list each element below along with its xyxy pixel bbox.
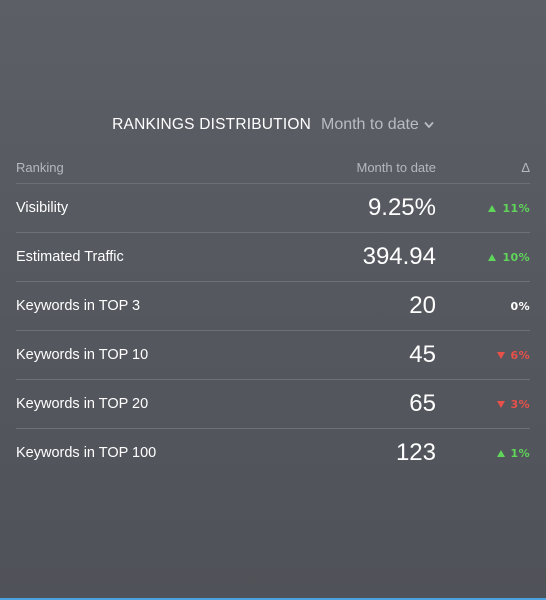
row-delta: 1%	[496, 447, 530, 460]
triangle-down-icon	[496, 401, 505, 408]
row-delta: 3%	[496, 398, 530, 411]
bottom-accent-line	[0, 598, 546, 600]
row-delta-text: 10%	[502, 251, 530, 264]
column-header-delta: Δ	[521, 160, 530, 175]
triangle-up-icon	[488, 205, 497, 212]
triangle-down-icon	[496, 352, 505, 359]
period-dropdown[interactable]: Month to date	[321, 116, 434, 134]
row-delta-text: 0%	[510, 300, 530, 313]
table-header: Ranking Month to date Δ	[16, 150, 530, 184]
table-row: Keywords in TOP 100 123 1%	[16, 429, 530, 477]
row-label: Keywords in TOP 20	[16, 396, 149, 412]
row-delta-text: 6%	[510, 349, 530, 362]
table-row: Keywords in TOP 3 20 0%	[16, 282, 530, 331]
row-value: 20	[409, 292, 436, 319]
column-header-period: Month to date	[356, 160, 437, 175]
table-row: Visibility 9.25% 11%	[16, 184, 530, 233]
row-value: 123	[395, 439, 436, 466]
row-value: 65	[409, 390, 436, 417]
row-label: Keywords in TOP 10	[16, 347, 149, 363]
chevron-down-icon	[424, 122, 434, 128]
column-header-ranking: Ranking	[16, 160, 64, 175]
period-dropdown-label: Month to date	[320, 116, 419, 133]
row-label: Estimated Traffic	[16, 249, 124, 265]
row-delta: 10%	[488, 251, 530, 264]
table-row: Estimated Traffic 394.94 10%	[16, 233, 530, 282]
row-value: 394.94	[362, 243, 436, 270]
rankings-table: Ranking Month to date Δ Visibility 9.25%…	[16, 150, 530, 477]
row-delta-text: 3%	[510, 398, 530, 411]
row-label: Keywords in TOP 100	[16, 445, 157, 461]
row-label: Keywords in TOP 3	[16, 298, 141, 314]
row-delta-text: 1%	[510, 447, 530, 460]
row-delta: 11%	[488, 202, 530, 215]
row-delta: 6%	[496, 349, 530, 362]
table-row: Keywords in TOP 20 65 3%	[16, 380, 530, 429]
widget-header: RANKINGS DISTRIBUTION Month to date	[0, 116, 546, 134]
row-value: 45	[409, 341, 436, 368]
row-delta-text: 11%	[502, 202, 530, 215]
row-value: 9.25%	[367, 194, 436, 221]
widget-title: RANKINGS DISTRIBUTION	[112, 116, 311, 133]
triangle-up-icon	[488, 254, 497, 261]
row-delta: 0%	[511, 300, 530, 313]
row-label: Visibility	[16, 200, 69, 216]
table-row: Keywords in TOP 10 45 6%	[16, 331, 530, 380]
triangle-up-icon	[496, 450, 505, 457]
